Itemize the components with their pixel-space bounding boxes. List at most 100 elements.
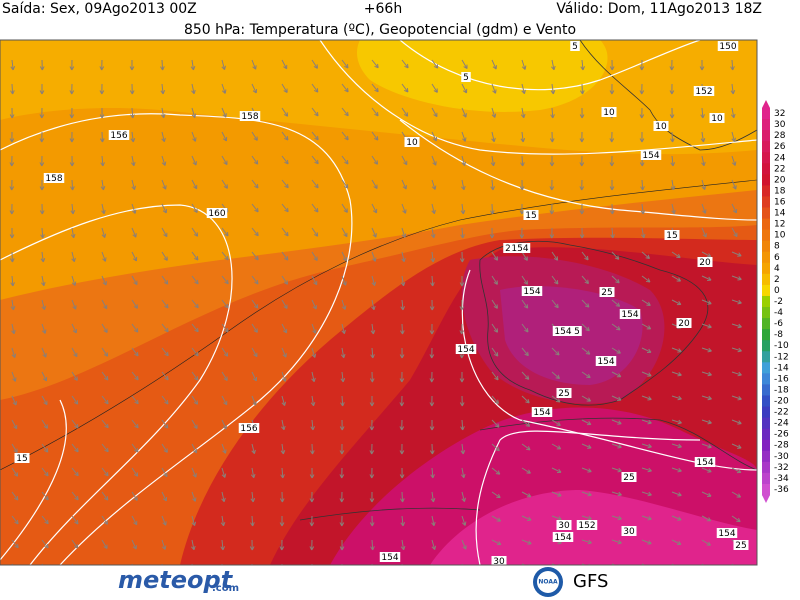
wind-arrow bbox=[371, 227, 377, 238]
wind-arrow bbox=[399, 419, 405, 431]
wind-arrow bbox=[131, 179, 137, 191]
colorbar-swatch bbox=[762, 483, 770, 496]
wind-arrow bbox=[491, 323, 499, 333]
colorbar-swatch bbox=[762, 450, 770, 463]
wind-arrow bbox=[581, 467, 592, 473]
wind-arrow bbox=[341, 83, 349, 93]
wind-arrow bbox=[221, 491, 226, 503]
wind-arrow bbox=[671, 443, 682, 449]
wind-arrow bbox=[521, 395, 530, 404]
wind-arrow bbox=[311, 299, 317, 310]
wind-arrow bbox=[431, 515, 436, 527]
wind-arrow bbox=[369, 491, 375, 503]
wind-arrow bbox=[191, 155, 197, 166]
wind-arrow bbox=[550, 107, 555, 119]
contour-label-box bbox=[523, 210, 539, 220]
wind-arrow bbox=[431, 155, 437, 166]
wind-arrow bbox=[281, 395, 287, 406]
wind-arrow bbox=[669, 59, 675, 71]
colorbar-label: -10 bbox=[774, 341, 789, 351]
wind-arrow bbox=[640, 203, 646, 215]
colorbar-label: -12 bbox=[774, 352, 789, 362]
wind-arrow bbox=[371, 203, 378, 214]
model-name: GFS bbox=[573, 571, 608, 592]
wind-arrow bbox=[701, 491, 712, 497]
wind-arrow bbox=[11, 467, 19, 477]
wind-arrow bbox=[339, 515, 345, 527]
wind-arrow bbox=[281, 275, 289, 285]
wind-arrow bbox=[430, 227, 436, 239]
wind-arrow bbox=[519, 227, 525, 239]
wind-arrow bbox=[71, 395, 79, 405]
wind-arrow bbox=[730, 59, 735, 71]
colorbar-label: -32 bbox=[774, 463, 789, 473]
wind-arrow bbox=[221, 395, 228, 406]
wind-arrow bbox=[701, 467, 712, 473]
wind-arrow bbox=[581, 371, 591, 379]
wind-arrow bbox=[459, 275, 465, 287]
wind-arrow bbox=[461, 539, 467, 550]
wind-arrow bbox=[281, 59, 288, 70]
map-frame bbox=[0, 39, 758, 566]
colorbar-label: 30 bbox=[774, 120, 786, 130]
contour-label: 154 bbox=[718, 529, 735, 539]
wind-arrow bbox=[521, 539, 532, 545]
contour-label: 154 bbox=[457, 345, 474, 355]
wind-arrow bbox=[429, 347, 435, 359]
wind-arrow bbox=[551, 299, 559, 309]
wind-vectors bbox=[9, 59, 742, 565]
contour-label-box bbox=[531, 407, 553, 417]
contour-label-box bbox=[572, 326, 582, 336]
colorbar-swatch bbox=[762, 163, 770, 175]
contour-label: 20 bbox=[678, 319, 690, 329]
wind-arrow bbox=[341, 179, 349, 189]
wind-arrow bbox=[161, 539, 167, 550]
wind-arrow bbox=[309, 515, 315, 527]
wind-arrow bbox=[461, 59, 468, 70]
wind-arrow bbox=[221, 107, 227, 118]
wind-arrow bbox=[431, 107, 438, 118]
wind-arrow bbox=[430, 275, 435, 287]
contour-label-box bbox=[733, 540, 749, 550]
wind-arrow bbox=[131, 227, 137, 238]
wind-arrow bbox=[581, 275, 589, 285]
wind-arrow bbox=[191, 539, 196, 551]
colorbar-label: 2 bbox=[774, 275, 780, 285]
contour-label-box bbox=[697, 257, 713, 267]
contour-label: 25 bbox=[558, 389, 569, 399]
wind-arrow bbox=[41, 419, 48, 429]
wind-arrow bbox=[341, 299, 347, 310]
wind-arrow bbox=[281, 419, 286, 431]
wind-arrow bbox=[69, 107, 75, 119]
wind-arrow bbox=[280, 443, 286, 455]
colorbar-swatch bbox=[762, 141, 770, 153]
colorbar-swatch bbox=[762, 196, 770, 209]
wind-arrow bbox=[339, 539, 345, 551]
wind-arrow bbox=[521, 83, 526, 95]
contour-label-box bbox=[461, 72, 471, 82]
wind-arrow bbox=[551, 467, 562, 474]
wind-arrow bbox=[339, 491, 345, 503]
wind-arrow bbox=[521, 323, 529, 333]
wind-arrow bbox=[671, 371, 682, 377]
wind-arrow bbox=[459, 251, 465, 263]
wind-arrow bbox=[609, 179, 615, 191]
wind-arrow bbox=[611, 419, 622, 425]
wind-arrow bbox=[731, 227, 738, 238]
wind-arrow bbox=[101, 299, 108, 310]
contour-label-box bbox=[552, 326, 574, 336]
wind-arrow bbox=[39, 131, 45, 143]
wind-arrow bbox=[371, 275, 377, 286]
wind-arrow bbox=[579, 203, 585, 215]
contour-label: 154 bbox=[381, 553, 398, 563]
wind-arrow bbox=[161, 227, 168, 238]
colorbar-swatch bbox=[762, 472, 770, 485]
wind-arrow bbox=[39, 107, 45, 119]
wind-arrow bbox=[41, 443, 49, 453]
wind-arrow bbox=[731, 419, 742, 425]
wind-arrow bbox=[221, 155, 228, 166]
wind-arrow bbox=[519, 179, 525, 191]
wind-arrow bbox=[429, 395, 435, 407]
colorbar-label: -4 bbox=[774, 308, 783, 318]
wind-arrow bbox=[71, 275, 77, 286]
